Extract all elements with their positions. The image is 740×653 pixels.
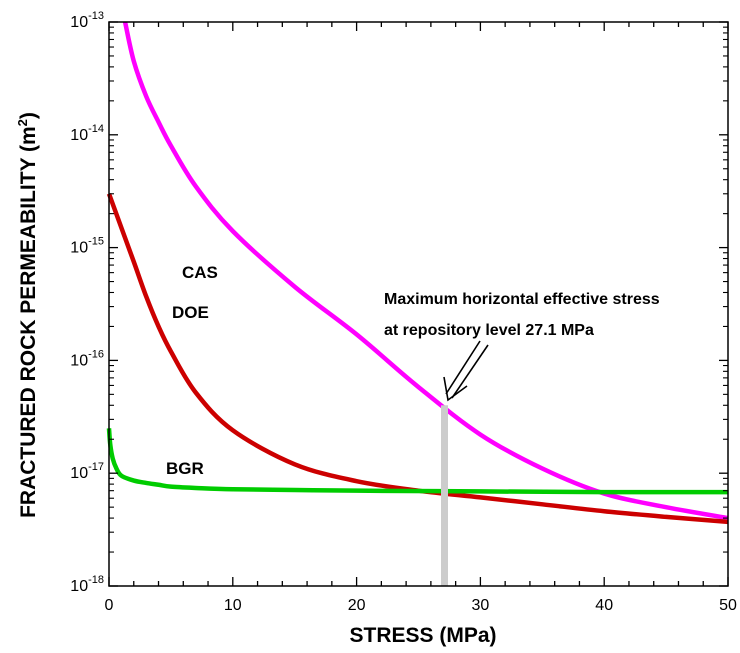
x-tick-label: 50 [719, 597, 737, 614]
series-line-cas [122, 21, 729, 521]
series-label-cas: CAS [182, 263, 218, 282]
x-tick-label: 10 [224, 597, 242, 614]
arrow-icon [443, 340, 489, 402]
axes [108, 21, 729, 587]
x-axis-title: STRESS (MPa) [349, 624, 496, 647]
annotation-line-1: Maximum horizontal effective stress [384, 291, 660, 308]
x-tick-label: 30 [472, 597, 490, 614]
y-tick-label: 10-14 [70, 123, 104, 144]
series-layer [106, 21, 729, 525]
y-axis-title: FRACTURED ROCK PERMEABILITY (m2) [15, 112, 40, 518]
x-tick-label: 20 [348, 597, 366, 614]
series-label-doe: DOE [172, 303, 209, 322]
annotation-line-2: at repository level 27.1 MPa [384, 322, 594, 339]
tick-labels: 0 10 20 30 40 50 10-18 10-17 10-16 10-15 10-14 10-1… [70, 10, 737, 614]
svg-text:FRACTURED ROCK PERMEABILITY (m: FRACTURED ROCK PERMEABILITY (m2) [15, 112, 40, 518]
repository-stress-marker [441, 405, 448, 586]
x-tick-label: 40 [595, 597, 613, 614]
y-tick-label: 10-13 [70, 10, 104, 31]
y-tick-label: 10-18 [70, 574, 104, 595]
x-tick-label: 0 [105, 597, 114, 614]
y-tick-label: 10-16 [70, 348, 104, 369]
y-tick-label: 10-17 [70, 461, 104, 482]
annotation-marker [441, 405, 448, 586]
plot-frame [108, 21, 729, 587]
y-axis-title-superscript: 2 [15, 119, 30, 126]
y-axis-title-main: FRACTURED ROCK PERMEABILITY (m [17, 126, 40, 518]
series-label-bgr: BGR [166, 459, 204, 478]
y-axis-title-close: ) [17, 112, 40, 119]
y-tick-label: 10-15 [70, 236, 104, 257]
series-line-bgr [106, 428, 729, 495]
series-line-doe [106, 193, 729, 525]
